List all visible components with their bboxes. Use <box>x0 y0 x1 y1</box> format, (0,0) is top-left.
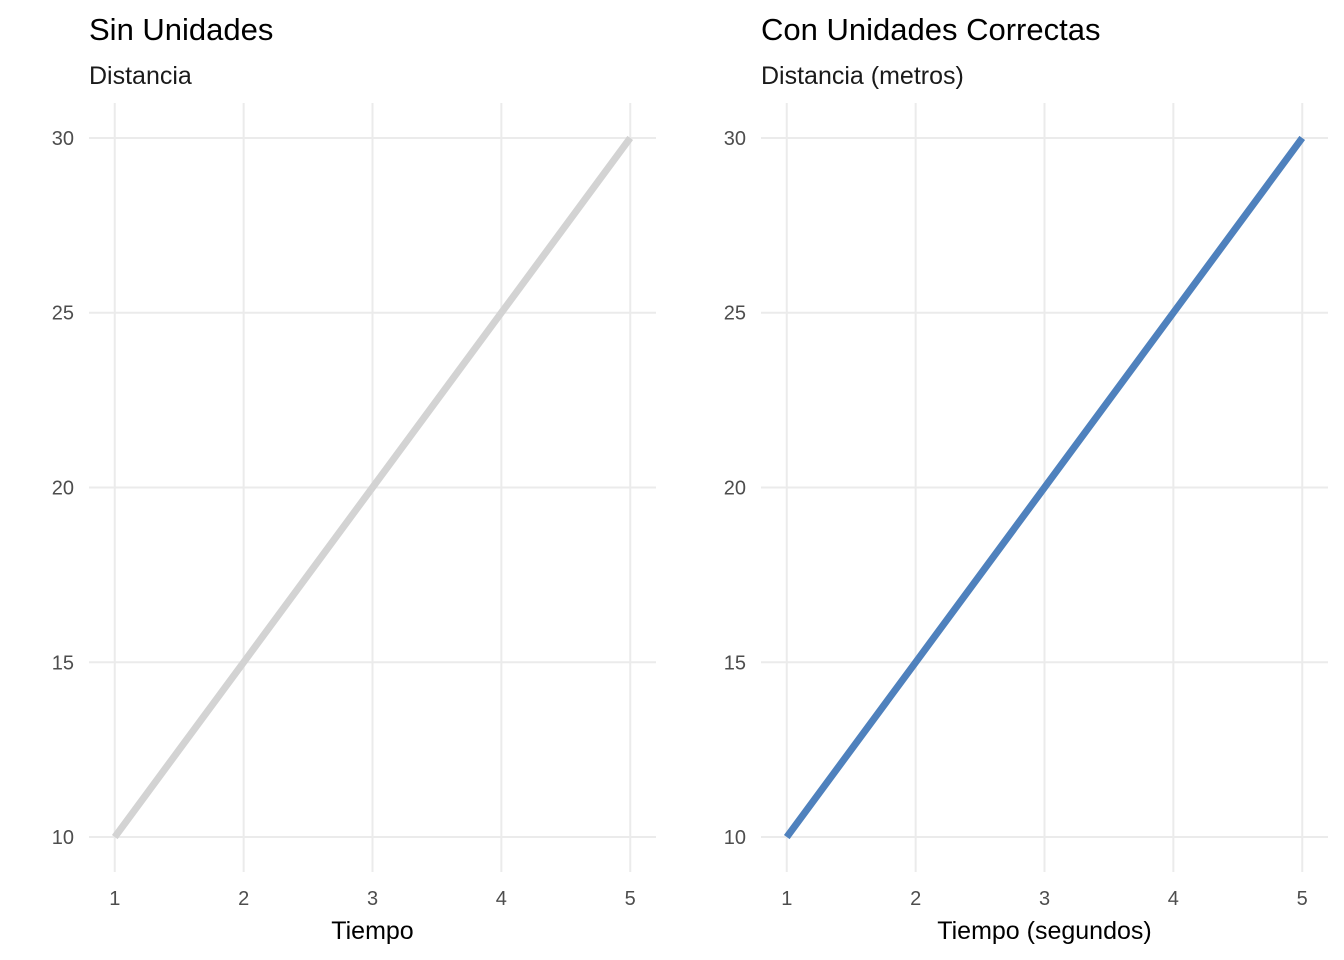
x-tick-label: 1 <box>781 888 792 910</box>
y-tick-label: 20 <box>724 478 746 500</box>
y-tick-label: 20 <box>52 478 74 500</box>
y-tick-label: 25 <box>52 303 74 325</box>
y-tick-label: 10 <box>724 827 746 849</box>
series-line <box>783 135 1306 840</box>
y-tick-label: 15 <box>724 652 746 674</box>
x-tick-label: 2 <box>910 888 921 910</box>
chart-title: Con Unidades Correctas <box>761 12 1100 47</box>
chart-panel-2: 10 15 20 25 30 1 2 3 4 5 Tiempo (segundos) Con Unid… <box>724 12 1328 945</box>
series-line <box>111 135 634 840</box>
chart-title: Sin Unidades <box>89 12 273 47</box>
x-tick-label: 4 <box>1168 888 1179 910</box>
x-tick-label: 3 <box>367 888 378 910</box>
chart-subtitle: Distancia <box>89 62 192 90</box>
x-axis-label: Tiempo (segundos) <box>937 917 1151 945</box>
chart-panel-1: 10 15 20 25 30 1 2 3 4 5 Tiempo Sin Unidades Distanc… <box>52 12 656 945</box>
y-tick-label: 30 <box>724 128 746 150</box>
x-tick-label: 2 <box>238 888 249 910</box>
y-tick-label: 30 <box>52 128 74 150</box>
x-tick-label: 4 <box>496 888 507 910</box>
chart-subtitle: Distancia (metros) <box>761 62 964 90</box>
y-tick-label: 25 <box>724 303 746 325</box>
x-tick-label: 5 <box>625 888 636 910</box>
y-tick-label: 10 <box>52 827 74 849</box>
x-tick-label: 1 <box>109 888 120 910</box>
y-tick-label: 15 <box>52 652 74 674</box>
x-tick-label: 3 <box>1039 888 1050 910</box>
x-tick-label: 5 <box>1297 888 1308 910</box>
x-axis-label: Tiempo <box>331 917 413 945</box>
